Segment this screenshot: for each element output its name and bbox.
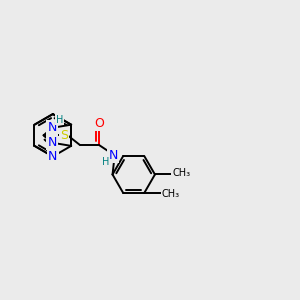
- Text: CH₃: CH₃: [172, 168, 190, 178]
- Text: N: N: [109, 149, 118, 162]
- Text: N: N: [48, 150, 58, 163]
- Text: O: O: [94, 117, 104, 130]
- Text: H: H: [101, 157, 109, 167]
- Text: H: H: [56, 115, 63, 124]
- Text: S: S: [60, 129, 68, 142]
- Text: N: N: [47, 121, 57, 134]
- Text: CH₃: CH₃: [161, 189, 180, 199]
- Text: N: N: [47, 136, 57, 149]
